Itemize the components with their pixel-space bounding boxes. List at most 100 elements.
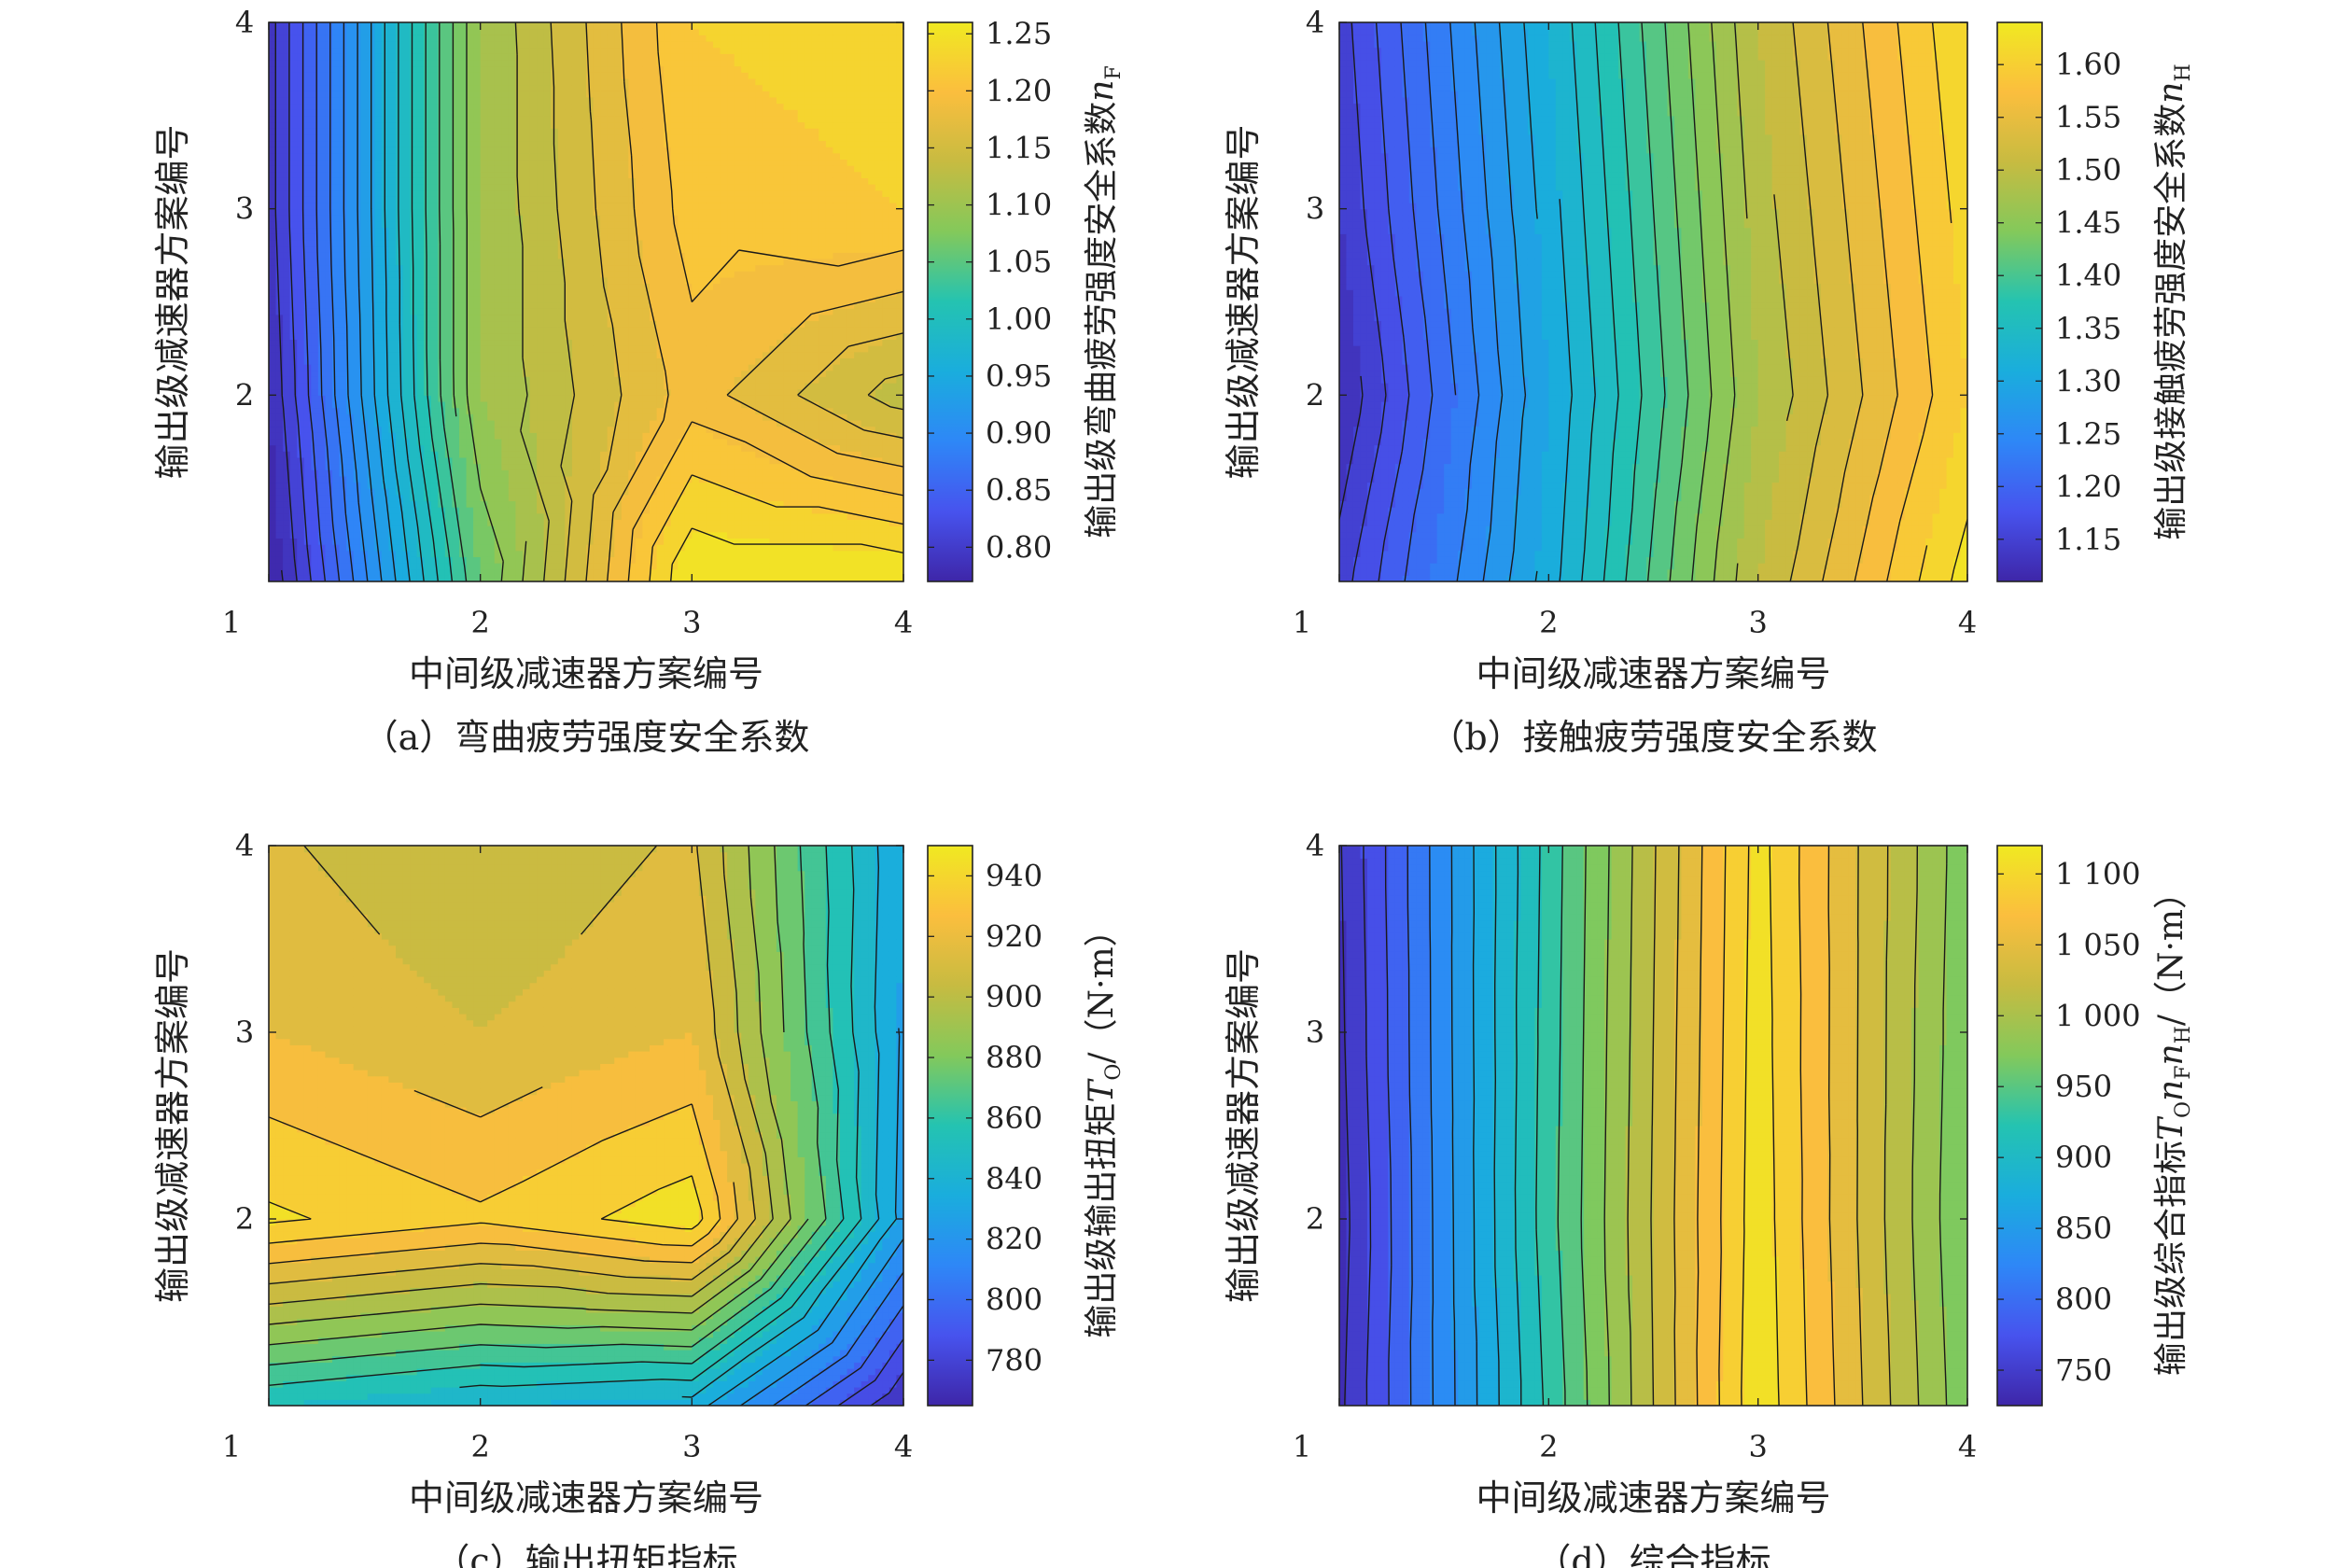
colorbar-tick-label: 1 100 [2055, 856, 2141, 891]
contour-lines [1340, 846, 1948, 1406]
y-tick-label: 3 [235, 191, 254, 227]
colorbar: 750 800 850 900 950 1 000 1 050 1 100 输出级综合指标TO​… [1996, 845, 2195, 1407]
colorbar-tick-label: 1.10 [986, 188, 1052, 223]
colorbar-tick-label: 1 000 [2055, 998, 2141, 1033]
panel-a: 1 2 3 4 2 3 4 中间级减速器方案编号 输出级减速器方案编号 （a）弯曲疲劳强度安全系数… [152, 5, 1126, 758]
colorbar-tick-label: 1.40 [2055, 258, 2121, 293]
contour-area [1339, 846, 1967, 1406]
y-tick-label: 2 [235, 1201, 254, 1237]
colorbar-tick-label: 800 [2055, 1281, 2112, 1317]
colorbar-label: 输出级接触疲劳强度安全系数nH​ [2152, 63, 2195, 539]
colorbar-tick-label: 1.15 [2055, 522, 2121, 557]
y-tick-label: 2 [1306, 1201, 1324, 1237]
colorbar-tick-label: 1.60 [2055, 47, 2121, 82]
contour-lines [274, 22, 903, 581]
x-tick-label: 1 [1293, 1429, 1311, 1464]
colorbar-tick-label: 900 [986, 979, 1043, 1015]
colorbar-tick-label: 750 [2055, 1352, 2112, 1388]
colorbar-tick-label: 1.50 [2055, 152, 2121, 188]
x-tick-label: 1 [1293, 605, 1311, 640]
contour-area [269, 22, 903, 581]
x-tick-label: 4 [894, 1429, 913, 1464]
panel-caption: （b）接触疲劳强度安全系数 [1429, 717, 1877, 758]
contour-area [269, 846, 903, 1406]
y-axis-label: 输出级减速器方案编号 [152, 948, 193, 1303]
x-tick-label: 2 [1539, 605, 1558, 640]
colorbar-tick-label: 0.80 [986, 529, 1052, 565]
axes-frame [268, 21, 904, 582]
x-tick-label: 3 [682, 605, 701, 640]
colorbar-tick-label: 0.85 [986, 472, 1052, 508]
colorbar-tick-label: 1.25 [986, 16, 1052, 51]
colorbar-tick-label: 950 [2055, 1069, 2112, 1104]
y-tick-label: 4 [235, 5, 254, 40]
colorbar: 1.15 1.20 1.25 1.30 1.35 1.40 1.45 1.50 1.55 1.60… [1996, 21, 2195, 582]
x-axis-label: 中间级减速器方案编号 [409, 1477, 763, 1519]
panel-c: 1 2 3 4 2 3 4 中间级减速器方案编号 输出级减速器方案编号 （c）输出扭矩指标 780 8… [152, 828, 1126, 1568]
y-tick-label: 4 [235, 828, 254, 863]
x-tick-label: 3 [682, 1429, 701, 1464]
y-tick-label: 4 [1306, 828, 1324, 863]
colorbar-tick-label: 1.05 [986, 245, 1052, 280]
x-tick-label: 2 [470, 1429, 489, 1464]
colorbar-tick-label: 1.20 [986, 73, 1052, 108]
panel-caption: （c）输出扭矩指标 [434, 1541, 737, 1568]
colorbar-tick-label: 850 [2055, 1211, 2112, 1246]
x-tick-label: 3 [1748, 605, 1767, 640]
colorbar-tick-label: 860 [986, 1100, 1043, 1136]
colorbar-tick-label: 1.55 [2055, 100, 2121, 135]
x-tick-label: 1 [222, 1429, 241, 1464]
y-axis-label: 输出级减速器方案编号 [1223, 948, 1264, 1303]
x-axis-label: 中间级减速器方案编号 [1476, 1477, 1830, 1519]
panel-b: 1 2 3 4 2 3 4 中间级减速器方案编号 输出级减速器方案编号 （b）接触疲劳强度安全系数… [1223, 5, 2195, 758]
colorbar-tick-label: 0.90 [986, 415, 1052, 451]
colorbar-tick-label: 920 [986, 918, 1043, 954]
x-tick-label: 1 [222, 605, 241, 640]
colorbar-tick-label: 1.20 [2055, 469, 2121, 504]
colorbar-tick-label: 820 [986, 1222, 1043, 1257]
colorbar-tick-label: 1 050 [2055, 927, 2141, 962]
colorbar-tick-label: 1.35 [2055, 311, 2121, 346]
colorbar-tick-label: 900 [2055, 1140, 2112, 1175]
contour-lines [269, 846, 903, 1406]
y-tick-label: 4 [1306, 5, 1324, 40]
colorbar-tick-label: 0.95 [986, 358, 1052, 394]
colorbar: 0.80 0.85 0.90 0.95 1.00 1.05 1.10 1.15 1.20 1.25… [927, 16, 1126, 582]
x-tick-label: 4 [1958, 1429, 1977, 1464]
axes-frame [1338, 845, 1968, 1407]
y-tick-label: 2 [1306, 377, 1324, 413]
colorbar-tick-label: 1.45 [2055, 205, 2121, 241]
y-tick-label: 3 [1306, 1015, 1324, 1050]
panel-caption: （d）综合指标 [1535, 1541, 1770, 1568]
colorbar-tick-label: 780 [986, 1342, 1043, 1378]
panel-d: 1 2 3 4 2 3 4 中间级减速器方案编号 输出级减速器方案编号 （d）综合指标 750 800… [1223, 828, 2195, 1568]
x-axis-label: 中间级减速器方案编号 [1476, 653, 1830, 694]
colorbar-label: 输出级弯曲疲劳强度安全系数nF​ [1083, 65, 1126, 538]
colorbar-tick-label: 1.00 [986, 301, 1052, 337]
colorbar-tick-label: 880 [986, 1040, 1043, 1075]
y-axis-label: 输出级减速器方案编号 [152, 124, 193, 479]
colorbar-tick-label: 840 [986, 1161, 1043, 1197]
colorbar-tick-label: 940 [986, 858, 1043, 893]
x-tick-label: 2 [1539, 1429, 1558, 1464]
colorbar-tick-label: 1.25 [2055, 416, 2121, 452]
axes-frame [268, 845, 904, 1407]
colorbar-tick-label: 800 [986, 1281, 1043, 1317]
x-tick-label: 3 [1748, 1429, 1767, 1464]
x-tick-label: 4 [1958, 605, 1977, 640]
panel-caption: （a）弯曲疲劳强度安全系数 [363, 717, 810, 758]
x-tick-label: 4 [894, 605, 913, 640]
colorbar-tick-label: 1.15 [986, 130, 1052, 165]
y-tick-label: 3 [1306, 191, 1324, 227]
colorbar-label: 输出级输出扭矩TO​/（N·m） [1083, 913, 1126, 1337]
colorbar-tick-label: 1.30 [2055, 363, 2121, 399]
y-tick-label: 2 [235, 377, 254, 413]
contour-lines [1339, 22, 1967, 581]
x-axis-label: 中间级减速器方案编号 [409, 653, 763, 694]
colorbar-label: 输出级综合指标TO​nF​nH​/（N·m） [2152, 875, 2195, 1376]
x-tick-label: 2 [470, 605, 489, 640]
contour-area [1339, 22, 1967, 581]
axes-frame [1338, 21, 1968, 582]
y-axis-label: 输出级减速器方案编号 [1223, 124, 1264, 479]
